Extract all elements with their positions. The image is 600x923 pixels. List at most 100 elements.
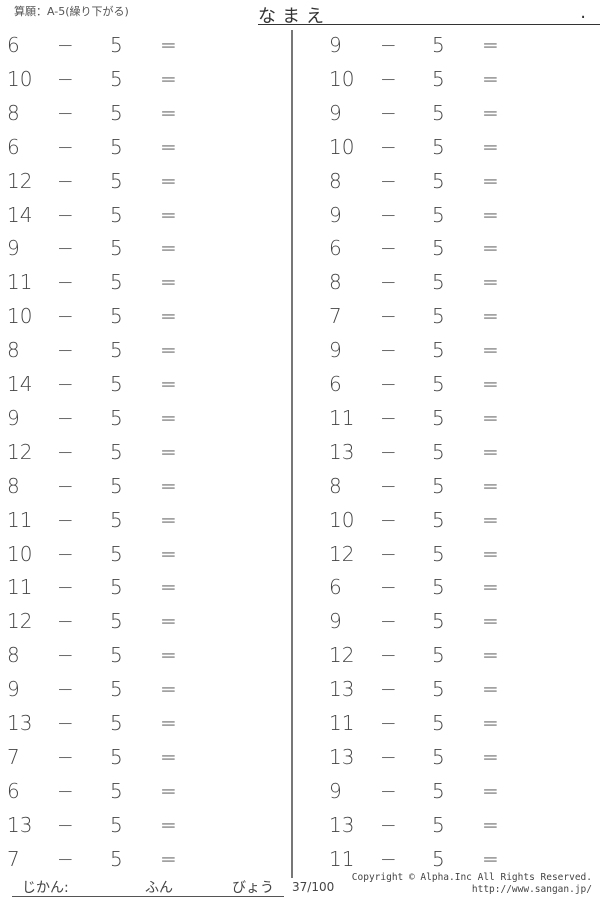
time-field[interactable]: じかん: ふん びょう [12,877,284,897]
answer-space[interactable] [190,440,280,468]
minuend: 9 [329,100,342,125]
subtrahend: 5 [432,643,445,668]
subtrahend: 5 [432,846,445,871]
minuend: 11 [329,405,355,430]
equals-sign: = [160,643,177,668]
answer-space[interactable] [512,779,600,807]
minus-sign: − [57,270,74,295]
answer-space[interactable] [190,33,280,61]
subtrahend: 5 [432,372,445,396]
answer-space[interactable] [190,270,280,298]
answer-space[interactable] [512,203,600,231]
answer-space[interactable] [512,575,600,603]
answer-space[interactable] [512,304,600,332]
answer-space[interactable] [190,711,280,739]
subtrahend: 5 [110,677,123,702]
answer-space[interactable] [190,236,280,264]
answer-space[interactable] [190,135,280,163]
answer-space[interactable] [190,372,280,400]
answer-space[interactable] [512,847,600,875]
answer-space[interactable] [512,135,600,163]
subtrahend: 5 [110,168,123,193]
answer-space[interactable] [190,338,280,366]
answer-space[interactable] [190,508,280,536]
minus-sign: − [380,100,397,125]
answer-space[interactable] [512,474,600,502]
answer-space[interactable] [190,643,280,671]
answer-space[interactable] [190,406,280,434]
answer-space[interactable] [512,440,600,468]
answer-space[interactable] [512,711,600,739]
answer-space[interactable] [512,643,600,671]
subtrahend: 5 [110,134,123,159]
answer-space[interactable] [512,813,600,841]
minus-sign: − [380,473,397,498]
answer-space[interactable] [512,67,600,95]
subtrahend: 5 [432,575,445,600]
minus-sign: − [57,643,74,668]
minuend: 9 [329,609,342,634]
answer-space[interactable] [512,33,600,61]
subtrahend: 5 [432,609,445,634]
answer-space[interactable] [512,236,600,264]
answer-space[interactable] [190,575,280,603]
answer-space[interactable] [190,813,280,841]
minus-sign: − [57,134,74,159]
equals-sign: = [482,304,499,329]
minus-sign: − [380,643,397,668]
answer-space[interactable] [190,779,280,807]
minus-sign: − [380,541,397,566]
answer-space[interactable] [512,169,600,197]
minuend: 7 [7,744,20,769]
subtrahend: 5 [432,541,445,566]
subtrahend: 5 [110,236,123,261]
minus-sign: − [57,507,74,532]
answer-space[interactable] [190,101,280,129]
subtrahend: 5 [110,609,123,634]
minuend: 8 [329,473,342,498]
minus-sign: − [380,202,397,227]
equals-sign: = [160,134,177,159]
answer-space[interactable] [190,67,280,95]
minus-sign: − [57,202,74,227]
equals-sign: = [482,100,499,125]
minuend: 9 [329,202,342,227]
answer-space[interactable] [190,542,280,570]
minuend: 10 [7,304,33,329]
answer-space[interactable] [512,406,600,434]
minuend: 9 [7,236,20,261]
minuend: 6 [329,236,342,261]
minus-sign: − [57,66,74,91]
answer-space[interactable] [190,203,280,231]
worksheet-title: 算願：A-5(繰り下がる) [14,5,129,18]
answer-space[interactable] [512,508,600,536]
minuend: 11 [7,575,33,600]
equals-sign: = [160,405,177,430]
answer-space[interactable] [512,101,600,129]
minuend: 14 [7,372,33,396]
equals-sign: = [160,541,177,566]
name-label: なまえ [258,6,330,27]
answer-space[interactable] [190,474,280,502]
answer-space[interactable] [512,542,600,570]
answer-space[interactable] [512,270,600,298]
minuend: 9 [329,338,342,363]
answer-space[interactable] [512,745,600,773]
answer-space[interactable] [190,169,280,197]
answer-space[interactable] [512,372,600,400]
equals-sign: = [482,66,499,91]
minus-sign: − [57,168,74,193]
name-field[interactable]: なまえ . [258,2,600,27]
equals-sign: = [482,168,499,193]
answer-space[interactable] [190,304,280,332]
answer-space[interactable] [190,609,280,637]
answer-space[interactable] [190,677,280,705]
answer-space[interactable] [512,677,600,705]
answer-space[interactable] [512,609,600,637]
equals-sign: = [160,744,177,769]
minus-sign: − [380,677,397,702]
minus-sign: − [57,677,74,702]
answer-space[interactable] [190,745,280,773]
answer-space[interactable] [512,338,600,366]
answer-space[interactable] [190,847,280,875]
